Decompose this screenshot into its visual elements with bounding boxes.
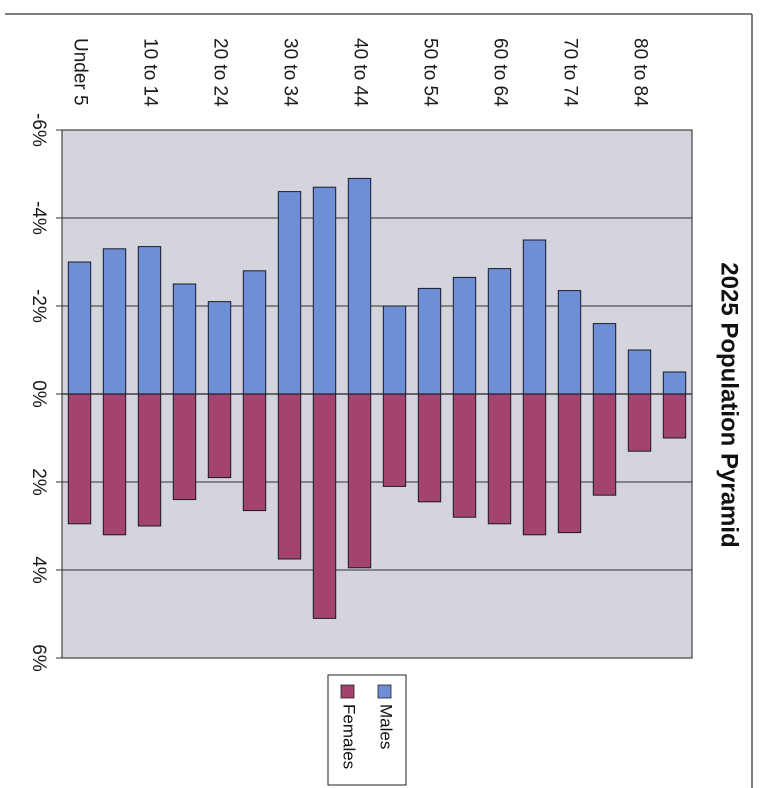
category-label: 20 to 24	[209, 38, 230, 107]
bar-females	[628, 394, 650, 451]
bar-females	[103, 394, 125, 535]
bar-males	[243, 271, 265, 394]
category-label: 50 to 54	[419, 38, 440, 107]
bar-females	[418, 394, 440, 502]
bar-males	[383, 306, 405, 394]
bar-females	[523, 394, 545, 535]
category-label: 30 to 34	[279, 38, 300, 107]
category-label: 80 to 84	[629, 38, 650, 107]
bar-females	[453, 394, 475, 517]
bar-males	[173, 284, 195, 394]
category-label: 40 to 44	[349, 38, 370, 107]
legend-swatch-females	[341, 685, 354, 698]
bar-females	[173, 394, 195, 500]
bar-females	[138, 394, 160, 526]
bar-males	[523, 240, 545, 394]
legend: Males Females	[328, 675, 406, 785]
chart-title: 2025 Population Pyramid	[716, 262, 743, 547]
bar-males	[663, 372, 685, 394]
value-tick-label: -6%	[28, 113, 49, 147]
bar-females	[243, 394, 265, 511]
category-label: Under 5	[69, 38, 90, 106]
legend-swatch-males	[378, 685, 391, 698]
bar-females	[278, 394, 300, 559]
legend-label-females: Females	[340, 704, 359, 769]
bar-males	[313, 187, 335, 394]
value-tick-label: -4%	[28, 201, 49, 235]
bar-females	[383, 394, 405, 486]
bar-males	[208, 302, 230, 394]
bar-males	[418, 288, 440, 394]
value-tick-label: -2%	[28, 289, 49, 323]
bar-females	[348, 394, 370, 568]
value-tick-label: 6%	[28, 644, 49, 672]
bar-females	[208, 394, 230, 478]
value-axis-ticks: -6% -4% -2% 0% 2% 4% 6%	[28, 113, 62, 672]
legend-label-males: Males	[377, 704, 396, 749]
value-tick-label: 0%	[28, 380, 49, 408]
bar-males	[628, 350, 650, 394]
bar-males	[278, 192, 300, 394]
bar-males	[103, 249, 125, 394]
value-tick-label: 4%	[28, 556, 49, 584]
bar-females	[313, 394, 335, 618]
bar-males	[68, 262, 90, 394]
bar-females	[593, 394, 615, 495]
bar-females	[488, 394, 510, 524]
bar-females	[663, 394, 685, 438]
bar-males	[453, 277, 475, 394]
bar-males	[593, 324, 615, 394]
bar-males	[348, 178, 370, 394]
category-axis-labels: Under 5 10 to 14 20 to 24 30 to 34 40 to 44 5…	[69, 38, 650, 107]
value-tick-label: 2%	[28, 468, 49, 496]
bar-females	[558, 394, 580, 533]
bar-males	[138, 247, 160, 394]
bar-males	[558, 291, 580, 394]
category-label: 10 to 14	[139, 38, 160, 107]
bar-females	[68, 394, 90, 524]
category-label: 70 to 74	[559, 38, 580, 107]
category-label: 60 to 64	[489, 38, 510, 107]
bar-males	[488, 269, 510, 394]
